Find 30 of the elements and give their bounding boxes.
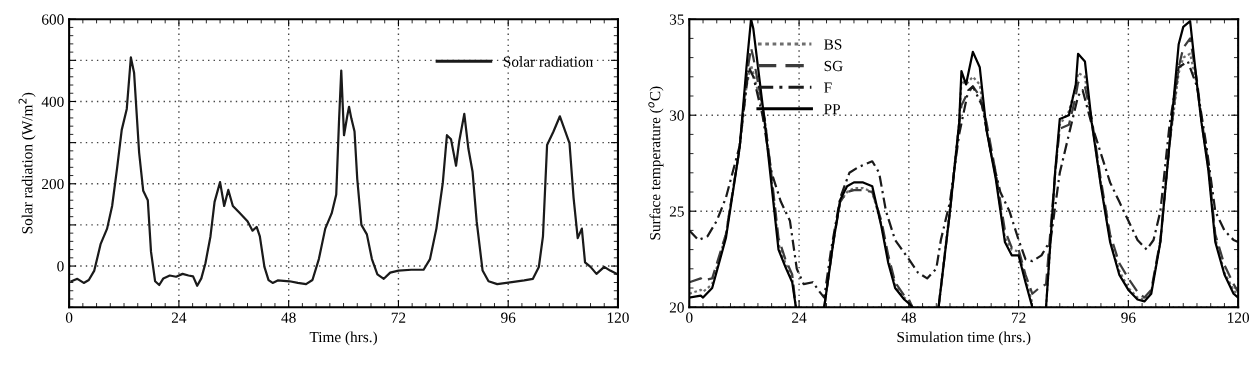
x-tick-label: 72: [391, 312, 406, 323]
legend-label: Solar radiation: [503, 56, 594, 67]
y-tick-label: 200: [42, 178, 64, 190]
y-tick-label: 35: [669, 14, 684, 25]
y-tick-label: 30: [669, 110, 684, 121]
x-tick-label: 96: [501, 312, 516, 323]
x-axis-title: Time (hrs.): [309, 331, 377, 346]
y-axis-title: Solar radiation (W/m$^{2}$): [18, 92, 36, 234]
x-tick-label: 120: [1228, 312, 1250, 323]
x-tick-label: 0: [65, 312, 73, 323]
x-tick-label: 24: [792, 312, 807, 323]
legend-label: PP: [824, 104, 841, 115]
x-tick-label: 96: [1121, 312, 1136, 323]
x-tick-label: 48: [901, 312, 916, 323]
y-tick-label: 600: [42, 14, 64, 25]
y-tick-label: 400: [41, 96, 64, 107]
x-tick-label: 0: [686, 312, 693, 323]
legend-label: SG: [824, 60, 843, 72]
legend-label: BS: [824, 39, 842, 50]
y-tick-label: 0: [57, 261, 64, 272]
y-tick-label: 20: [669, 302, 684, 313]
x-axis-title: Simulation time (hrs.): [897, 331, 1031, 346]
x-tick-label: 24: [171, 312, 187, 323]
legend-label: F: [824, 82, 832, 93]
x-tick-label: 72: [1011, 312, 1026, 323]
y-axis-title: Surface temperature ($^{o}$C): [648, 86, 664, 240]
line-series: [70, 56, 618, 287]
y-tick-label: 25: [669, 206, 684, 217]
x-tick-label: 120: [607, 312, 629, 323]
x-tick-label: 48: [281, 312, 296, 323]
